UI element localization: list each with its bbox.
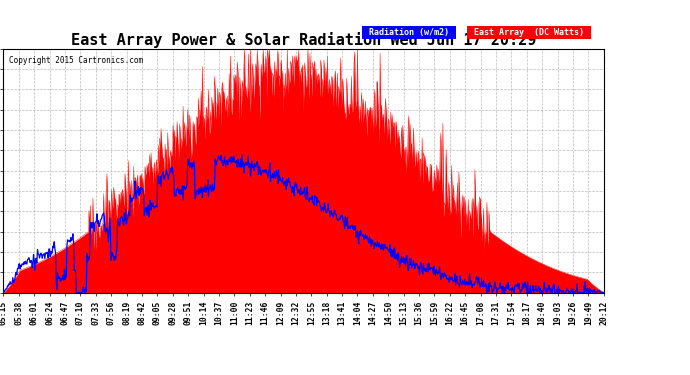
Text: Radiation (w/m2): Radiation (w/m2): [364, 28, 453, 38]
Text: Copyright 2015 Cartronics.com: Copyright 2015 Cartronics.com: [10, 56, 144, 65]
Text: East Array  (DC Watts): East Array (DC Watts): [469, 28, 589, 38]
Title: East Array Power & Solar Radiation Wed Jun 17 20:29: East Array Power & Solar Radiation Wed J…: [71, 32, 536, 48]
